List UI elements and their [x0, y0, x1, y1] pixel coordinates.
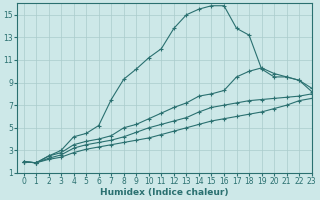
X-axis label: Humidex (Indice chaleur): Humidex (Indice chaleur)	[100, 188, 229, 197]
